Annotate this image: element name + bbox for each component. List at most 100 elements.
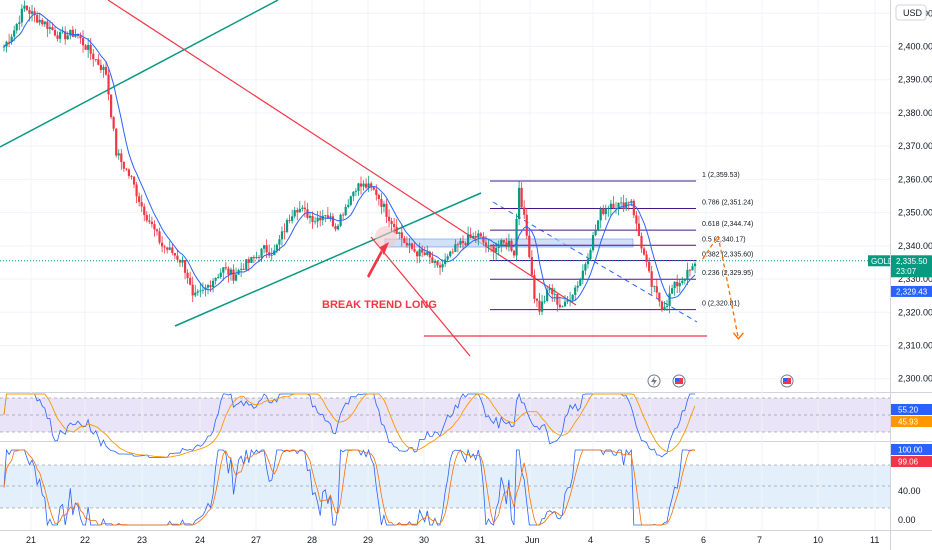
price-pane[interactable] [0, 0, 890, 392]
candle-body [574, 287, 577, 295]
candle-body [630, 200, 633, 204]
candle-body [148, 220, 151, 222]
candle-body [569, 299, 572, 301]
candle-body [132, 176, 136, 185]
candle-body [196, 291, 199, 293]
candle-body [41, 19, 44, 25]
candle-body [683, 279, 686, 281]
candle-body [260, 248, 263, 258]
candle-body [46, 21, 49, 29]
currency-button[interactable] [895, 4, 927, 21]
ma-price-label: 2,329.43 [896, 287, 928, 296]
symbol-badge [868, 255, 890, 267]
candle-body [385, 203, 388, 217]
rsi-value-badge [891, 404, 932, 415]
candle-body [308, 215, 312, 218]
rsi-ma-badge [891, 416, 932, 427]
candle-body [227, 268, 230, 275]
time-tick-label: 22 [80, 535, 90, 545]
candle-body [551, 288, 554, 295]
candle-body [349, 196, 352, 205]
candle-body [653, 286, 656, 288]
time-tick-label: 23 [137, 535, 147, 545]
time-tick-label: 29 [363, 535, 373, 545]
candle-body [194, 292, 197, 296]
candle-body [199, 290, 202, 292]
price-axis[interactable]: 2,300.00 2,310.00 2,320.00 2,330.00 2,340.00… [898, 8, 932, 383]
candle-body [477, 233, 480, 238]
annotation-arrow[interactable] [367, 242, 389, 278]
candle-body [291, 216, 294, 221]
time-tick-label: 28 [307, 535, 317, 545]
event-icons[interactable] [647, 374, 794, 388]
candle-body [10, 36, 13, 43]
rsi-value: 55.20 [898, 406, 919, 415]
candle-body [599, 208, 602, 221]
candle-body [566, 299, 569, 302]
candle-body [365, 183, 368, 188]
candle-body [655, 286, 658, 293]
candle-body [278, 239, 281, 245]
candle-body [403, 238, 406, 243]
candle-body [676, 281, 679, 287]
resistance-trendline [107, 0, 577, 306]
symbol-label: GOLD [871, 257, 894, 266]
candle-body [191, 284, 194, 296]
candle-body [342, 214, 345, 216]
candle-body [28, 10, 31, 14]
fib-level-label: 0 (2,320.81) [702, 301, 740, 308]
time-tick-label: 27 [251, 535, 261, 545]
stoch-band [0, 465, 890, 508]
projection-path[interactable] [702, 234, 744, 340]
candle-body [107, 74, 110, 95]
time-tick-label: 31 [475, 535, 485, 545]
stoch-tick-40: 40.00 [898, 486, 921, 496]
candle-body [484, 242, 488, 247]
candle-body [431, 257, 434, 263]
candle-body [416, 251, 419, 257]
candle-body [502, 240, 505, 243]
candle-body [428, 251, 431, 258]
annotation-text[interactable]: BREAK TREND LONG [322, 299, 437, 311]
candle-body [597, 220, 600, 230]
fib-level-label: 0.236 (2,329.95) [702, 270, 753, 277]
candle-body [334, 226, 337, 230]
price-badges: GOLD 2,335.50 23:07 2,329.43 55.20 45.93… [868, 255, 932, 467]
candle-body [507, 240, 510, 247]
time-tick-label: 7 [757, 535, 762, 545]
time-axis[interactable]: 21 22 23 24 27 28 29 30 31 Jun 4 5 6 7 10 11 [26, 535, 879, 545]
candle-body [127, 169, 131, 176]
candle-body [492, 246, 495, 252]
candle-body [48, 27, 51, 29]
candle-body [331, 216, 335, 227]
stoch-k-value: 100.00 [898, 446, 923, 455]
candle-body [145, 215, 148, 221]
candle-body [178, 259, 182, 263]
candle-body [143, 206, 146, 216]
candle-body [87, 44, 90, 50]
candle-body [523, 207, 526, 215]
candle-body [89, 44, 92, 54]
candle-body [658, 292, 661, 302]
candle-body [301, 207, 304, 209]
candle-body [255, 256, 258, 259]
candle-body [377, 194, 380, 200]
candle-body [13, 30, 16, 37]
candle-body [543, 300, 546, 302]
candle-body [201, 289, 204, 291]
fibonacci-retracement[interactable]: 1 (2,359.53) 0.786 (2,351.24) 0.618 (2,344… [490, 172, 753, 311]
candle-body [81, 38, 85, 46]
candle-body [693, 263, 697, 267]
candle-body [30, 11, 34, 14]
candle-body [25, 5, 29, 11]
stoch-tick-0: 0.00 [898, 515, 916, 525]
candle-body [316, 217, 319, 222]
currency-button-label[interactable]: USD [903, 8, 923, 18]
candle-body [665, 305, 669, 307]
candle-body [158, 231, 161, 243]
candle-body [140, 202, 143, 207]
candle-body [387, 216, 391, 222]
candle-body [681, 280, 684, 284]
candle-body [528, 235, 531, 258]
